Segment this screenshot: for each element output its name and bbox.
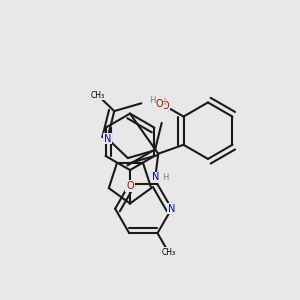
Text: CH₃: CH₃	[162, 248, 176, 257]
Text: N: N	[168, 204, 175, 214]
Text: H: H	[159, 98, 165, 107]
Text: H: H	[149, 97, 156, 106]
Text: N: N	[152, 172, 159, 182]
Text: CH₃: CH₃	[91, 91, 105, 100]
Text: H: H	[162, 173, 168, 182]
Text: O: O	[162, 101, 169, 111]
Text: N: N	[104, 134, 111, 143]
Text: O: O	[155, 99, 163, 109]
Text: O: O	[126, 181, 134, 191]
